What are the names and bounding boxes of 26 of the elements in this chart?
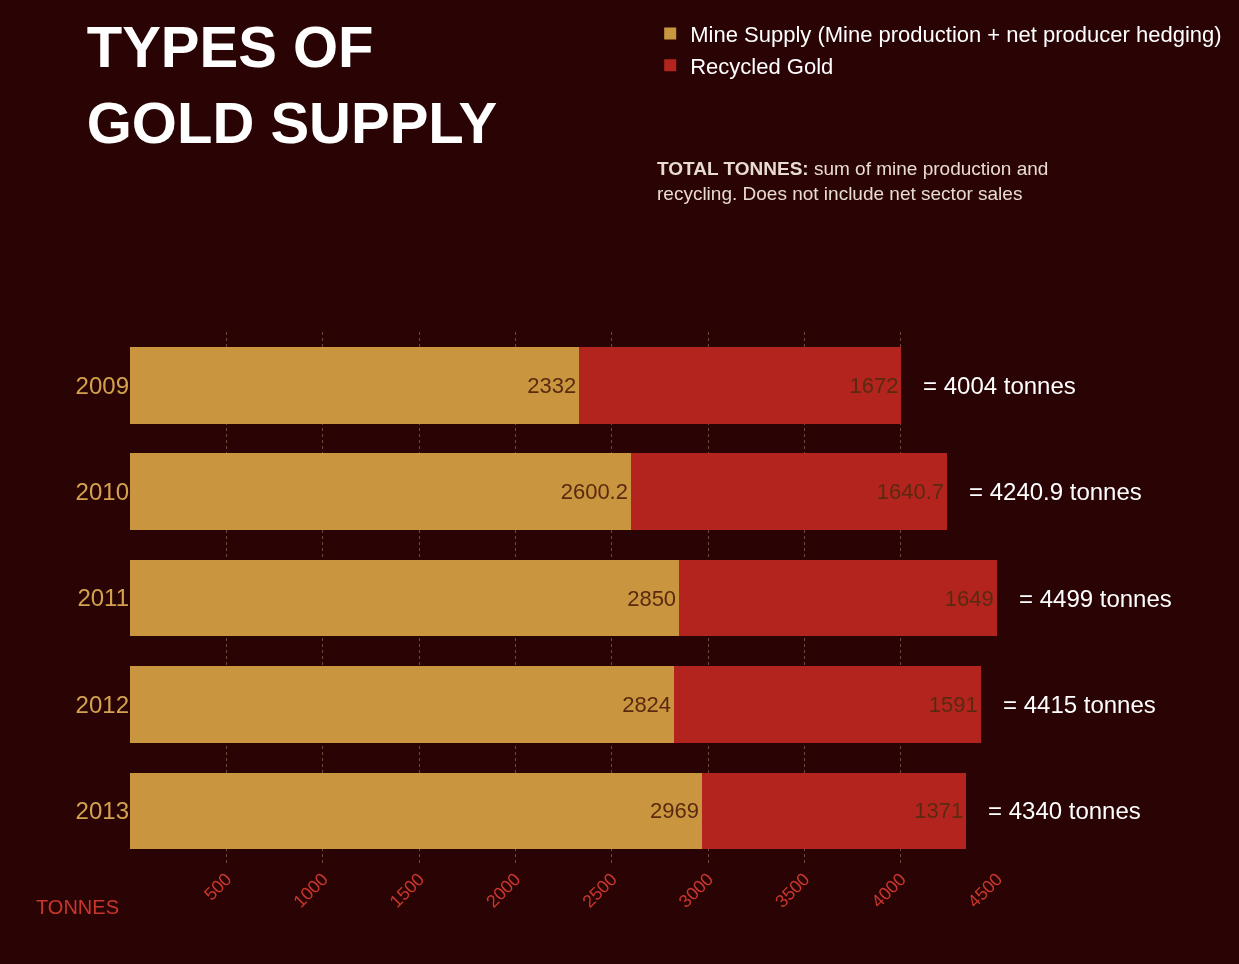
data-label: 1371 xyxy=(914,798,964,824)
data-label: 1649 xyxy=(944,585,994,611)
x-axis-title: TONNES xyxy=(36,896,119,918)
text: TOTAL TONNES: sum of mine production and recycling. Does not include net sector sales xyxy=(657,158,1049,204)
total-label: = 4415 tonnes xyxy=(1003,691,1156,718)
y-tick-label: 2010 xyxy=(75,478,129,505)
chart-title: TYPES OF GOLD SUPPLY xyxy=(86,14,498,155)
y-tick-label: 2013 xyxy=(75,797,129,825)
y-tick-label: 2012 xyxy=(75,690,129,718)
data-label: 2600.2 xyxy=(560,479,628,505)
x-tick-label: 500 xyxy=(200,869,236,905)
y-tick-label: 2009 xyxy=(75,371,129,399)
data-label: 2850 xyxy=(627,585,677,611)
total-label: = 4004 tonnes xyxy=(923,372,1076,399)
legend-label: Recycled Gold xyxy=(690,53,834,79)
data-label: 2824 xyxy=(622,691,672,717)
total-label: = 4499 tonnes xyxy=(1019,585,1172,612)
data-label: 1640.7 xyxy=(876,479,945,505)
total-label: = 4240.9 tonnes xyxy=(969,478,1142,505)
data-label: 1591 xyxy=(928,691,978,717)
y-tick-label: 2011 xyxy=(77,584,129,612)
legend-label: Mine Supply (Mine production + net producer hedging) xyxy=(690,22,1222,48)
data-label: 2969 xyxy=(650,798,700,824)
data-label: 1672 xyxy=(849,372,899,398)
data-label: 2332 xyxy=(527,372,577,398)
total-label: = 4340 tonnes xyxy=(988,797,1141,824)
